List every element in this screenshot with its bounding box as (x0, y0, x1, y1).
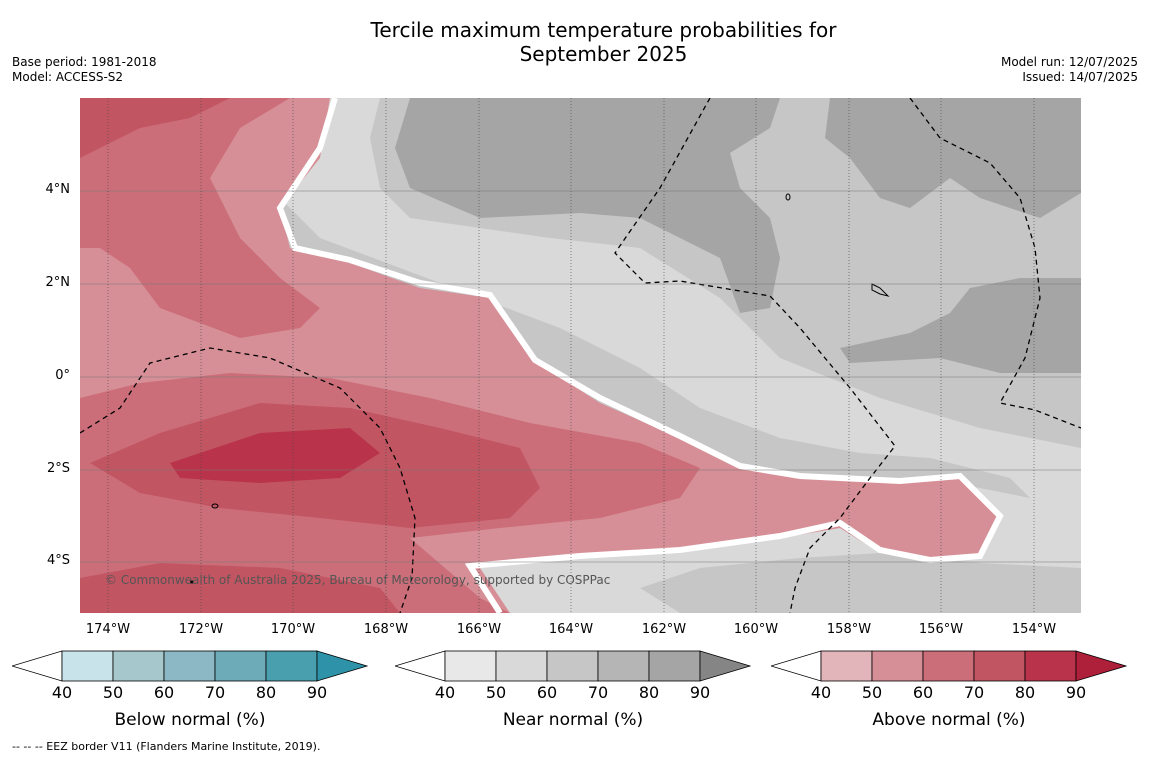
eez-border-central (614, 98, 896, 613)
base-period: Base period: 1981-2018 (12, 55, 157, 69)
lon-label-160w: 160°W (733, 622, 779, 637)
above-normal-70-north (80, 98, 230, 158)
island-north (785, 193, 791, 201)
eez-footnote: -- -- -- EEZ border V11 (Flanders Marine… (12, 740, 321, 753)
title-line-2: September 2025 (519, 42, 688, 66)
lon-label-172w: 172°W (178, 622, 224, 637)
colorbar-below-normal-swatches (10, 650, 369, 682)
longitude-gridlines (107, 98, 1035, 613)
swatch-below-50 (112, 650, 165, 682)
lon-label-154w: 154°W (1011, 622, 1057, 637)
swatch-below-under (10, 650, 63, 682)
lon-label-166w: 166°W (456, 622, 502, 637)
lat-label-2n: 2°N (45, 275, 71, 290)
swatch-above-60 (922, 650, 975, 682)
tick-above-50: 50 (861, 683, 883, 702)
near-normal-70-patch-ne (825, 98, 1081, 218)
lon-label-158w: 158°W (826, 622, 872, 637)
tick-below-70: 70 (204, 683, 226, 702)
tick-near-80: 80 (638, 683, 660, 702)
swatch-near-70 (597, 650, 650, 682)
swatch-near-40 (444, 650, 497, 682)
tick-above-80: 80 (1014, 683, 1036, 702)
colorbar-above-normal: 40 50 60 70 80 90 Above normal (%) (769, 650, 1128, 730)
latitude-gridlines (80, 190, 1081, 563)
above-normal-80-core (170, 428, 380, 483)
island-south (190, 580, 194, 584)
colorbar-near-normal-swatches (393, 650, 752, 682)
map-title: Tercile maximum temperature probabilitie… (0, 18, 1150, 66)
island-east (871, 283, 890, 297)
meta-left: Base period: 1981-2018 Model: ACCESS-S2 (12, 55, 157, 85)
swatch-above-over (1075, 650, 1128, 682)
swatch-near-80 (648, 650, 701, 682)
tick-below-60: 60 (153, 683, 175, 702)
tick-above-70: 70 (963, 683, 985, 702)
lon-label-164w: 164°W (548, 622, 594, 637)
eez-border-east (909, 98, 1081, 429)
above-normal-70-south (80, 563, 400, 613)
lat-label-0: 0° (55, 368, 70, 383)
tick-near-40: 40 (434, 683, 456, 702)
probability-map (80, 98, 1081, 613)
swatch-above-70 (973, 650, 1026, 682)
swatch-near-under (393, 650, 446, 682)
tick-near-60: 60 (536, 683, 558, 702)
near-normal-50-band (280, 98, 1081, 613)
swatch-above-50 (871, 650, 924, 682)
tercile-boundary-line (276, 98, 1004, 613)
title-line-1: Tercile maximum temperature probabilitie… (370, 18, 837, 42)
above-normal-60-north (80, 98, 320, 338)
swatch-below-70 (214, 650, 267, 682)
swatch-below-60 (163, 650, 216, 682)
lon-label-162w: 162°W (641, 622, 687, 637)
near-normal-70-patch-east (840, 278, 1081, 373)
model-name: Model: ACCESS-S2 (12, 70, 124, 84)
swatch-above-under (769, 650, 822, 682)
tick-near-90: 90 (689, 683, 711, 702)
caption-below-normal: Below normal (%) (114, 710, 266, 730)
eez-border-west (80, 347, 416, 613)
lon-label-170w: 170°W (270, 622, 316, 637)
copyright-notice: © Commonwealth of Australia 2025, Bureau… (105, 573, 611, 587)
tick-near-70: 70 (587, 683, 609, 702)
colorbar-above-normal-swatches (769, 650, 1128, 682)
lat-label-4n: 4°N (45, 182, 71, 197)
meta-right: Model run: 12/07/2025 Issued: 14/07/2025 (1001, 55, 1138, 85)
swatch-above-40 (820, 650, 873, 682)
model-run: Model run: 12/07/2025 (1000, 55, 1138, 69)
tick-above-60: 60 (912, 683, 934, 702)
caption-above-normal: Above normal (%) (872, 710, 1026, 730)
lon-label-156w: 156°W (918, 622, 964, 637)
near-normal-70-patch-north (395, 98, 780, 313)
swatch-near-over (699, 650, 752, 682)
tick-below-90: 90 (306, 683, 328, 702)
issued-date: Issued: 14/07/2025 (1022, 70, 1138, 84)
swatch-below-over (316, 650, 369, 682)
tick-below-50: 50 (102, 683, 124, 702)
lat-label-4s: 4°S (46, 553, 70, 568)
swatch-below-40 (61, 650, 114, 682)
swatch-near-50 (495, 650, 548, 682)
caption-near-normal: Near normal (%) (502, 710, 644, 730)
swatch-near-60 (546, 650, 599, 682)
swatch-below-80 (265, 650, 318, 682)
tick-above-40: 40 (810, 683, 832, 702)
tick-near-50: 50 (485, 683, 507, 702)
tick-below-80: 80 (255, 683, 277, 702)
island-west (211, 503, 219, 509)
lat-label-2s: 2°S (46, 461, 70, 476)
tick-above-90: 90 (1065, 683, 1087, 702)
tick-below-40: 40 (51, 683, 73, 702)
near-normal-60-south (640, 553, 1081, 613)
colorbar-near-normal: 40 50 60 70 80 90 Near normal (%) (393, 650, 752, 730)
lon-label-168w: 168°W (363, 622, 409, 637)
swatch-above-80 (1024, 650, 1077, 682)
colorbar-below-normal: 40 50 60 70 80 90 Below normal (%) (10, 650, 369, 730)
lon-label-174w: 174°W (85, 622, 131, 637)
